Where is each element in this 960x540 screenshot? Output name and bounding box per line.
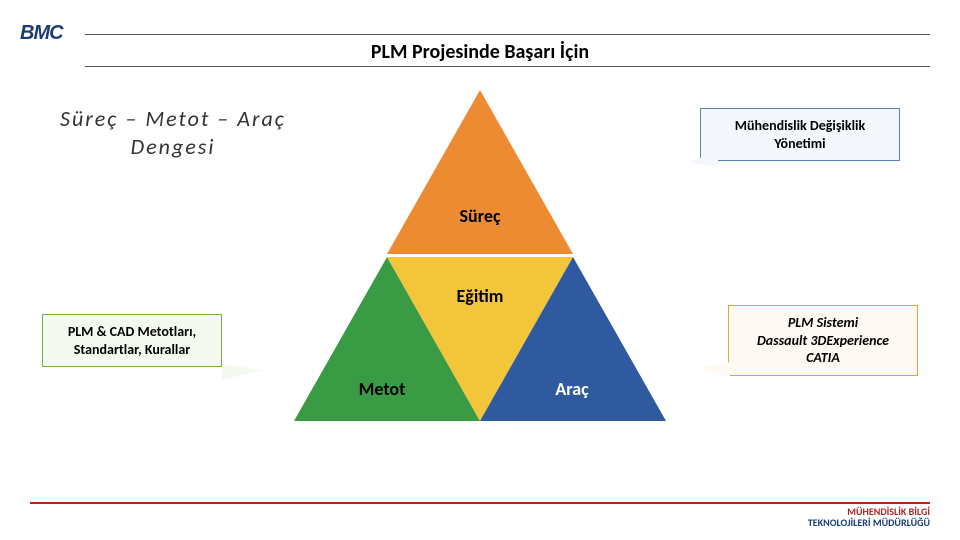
header-rule-top xyxy=(85,34,930,35)
triangle-bottom-right-label: Araç xyxy=(512,378,632,400)
callout-process: Mühendislik Değişiklik Yönetimi xyxy=(700,108,900,161)
callout-tool-line1: PLM Sistemi xyxy=(743,314,903,332)
callout-method-text: PLM & CAD Metotları, Standartlar, Kurall… xyxy=(68,323,196,358)
triangle-diagram: Süreç Eğitim Metot Araç xyxy=(290,90,670,430)
subtitle: Süreç – Metot – Araç Dengesi xyxy=(60,105,286,160)
triangle-center-label: Eğitim xyxy=(420,285,540,307)
subtitle-line1: Süreç – Metot – Araç xyxy=(60,105,286,133)
callout-process-text: Mühendislik Değişiklik Yönetimi xyxy=(735,117,865,152)
callout-tool: PLM Sistemi Dassault 3DExperience CATIA xyxy=(728,305,918,376)
page-title: PLM Projesinde Başarı İçin xyxy=(0,40,960,64)
callout-tool-line2: Dassault 3DExperience xyxy=(743,332,903,350)
header: BMC PLM Projesinde Başarı İçin xyxy=(0,22,960,62)
footer-line2: TEKNOLOJİLERİ MÜDÜRLÜĞÜ xyxy=(808,516,930,529)
triangle-bottom-left-label: Metot xyxy=(322,378,442,400)
triangle-top-label: Süreç xyxy=(420,205,540,227)
header-rule-bottom xyxy=(85,66,930,67)
callout-tool-line3: CATIA xyxy=(743,349,903,367)
callout-method-pointer xyxy=(222,364,262,380)
footer-rule xyxy=(30,502,930,504)
footer-text: MÜHENDİSLİK BİLGİ TEKNOLOJİLERİ MÜDÜRLÜĞ… xyxy=(808,506,930,528)
triangle-top xyxy=(387,90,573,254)
callout-method: PLM & CAD Metotları, Standartlar, Kurall… xyxy=(42,314,222,367)
callout-process-pointer xyxy=(688,152,718,168)
callout-tool-pointer xyxy=(700,362,730,378)
subtitle-line2: Dengesi xyxy=(60,133,286,161)
